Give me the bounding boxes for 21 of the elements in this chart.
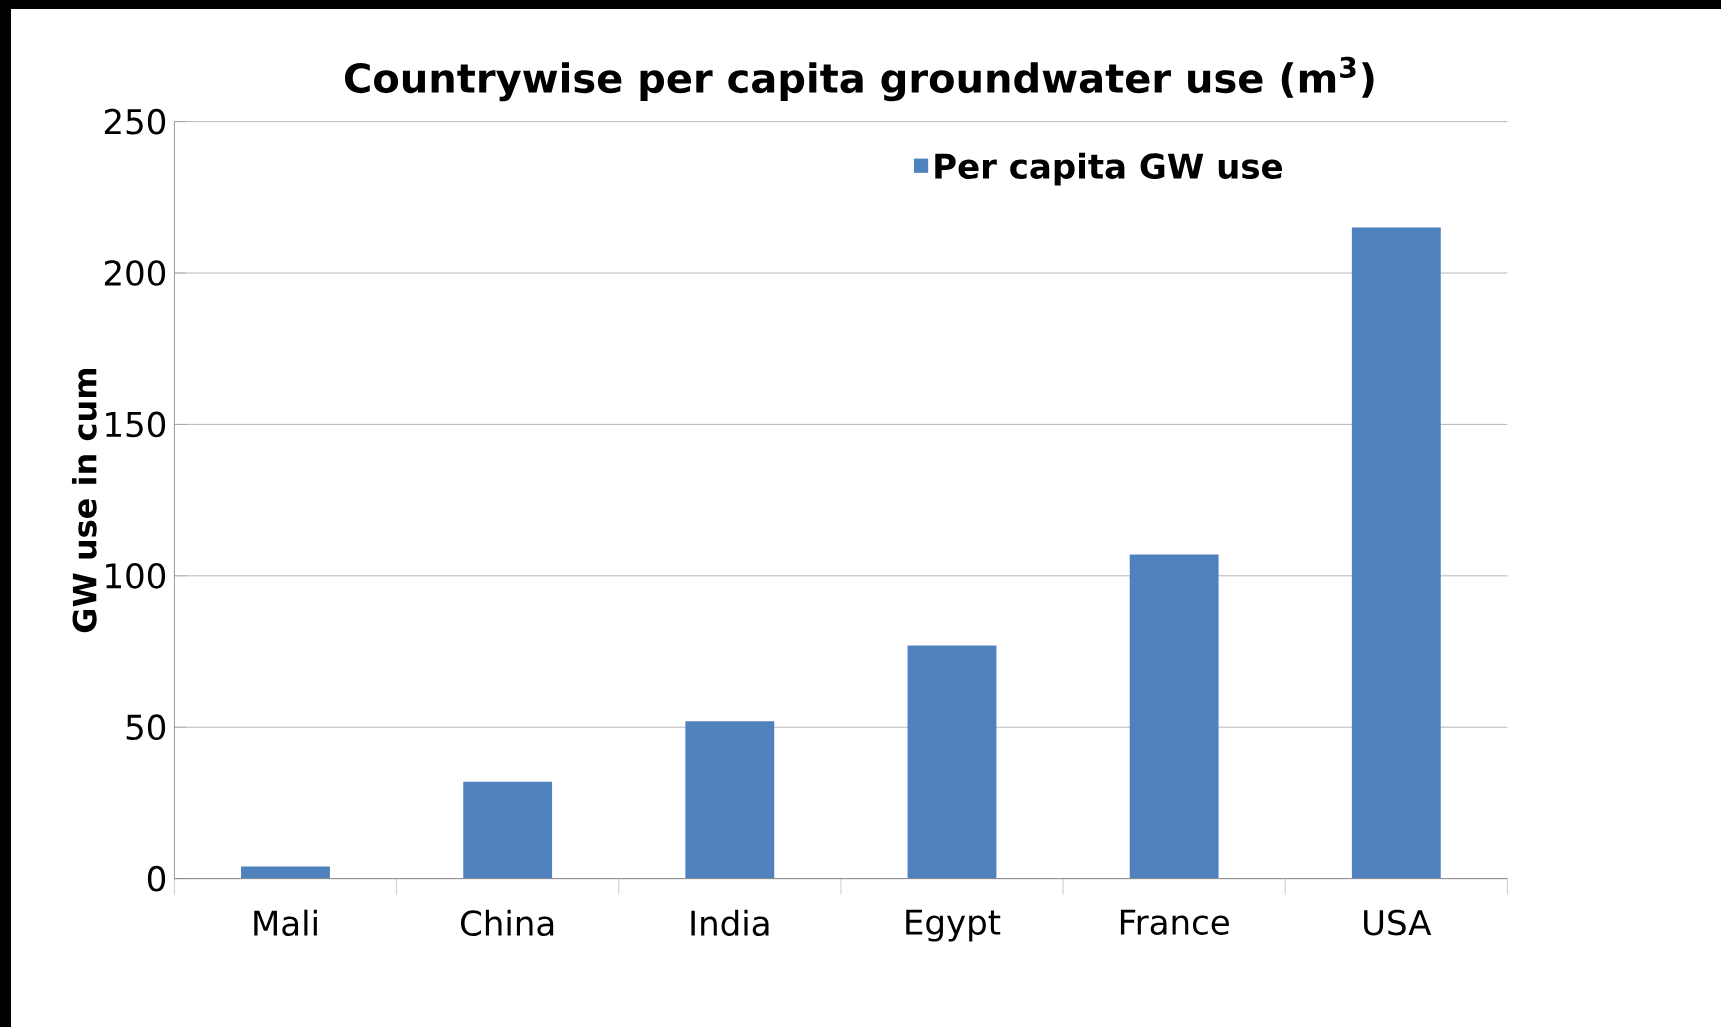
y-tick-label: 250 bbox=[104, 108, 166, 135]
x-tick-label: India bbox=[691, 909, 769, 936]
bar bbox=[241, 866, 330, 879]
legend-label: Per capita GW use bbox=[935, 152, 1282, 186]
x-tick-label: USA bbox=[1364, 909, 1432, 936]
bar bbox=[1351, 227, 1441, 879]
bar bbox=[1129, 554, 1219, 879]
bar bbox=[685, 721, 775, 879]
y-tick-label: 200 bbox=[104, 260, 166, 286]
y-tick-label: 100 bbox=[106, 562, 166, 589]
y-tick-label: 50 bbox=[126, 714, 166, 741]
x-tick-label: China bbox=[461, 909, 554, 936]
y-axis-title: GW use in cum bbox=[71, 368, 97, 633]
x-tick-label: France bbox=[1120, 909, 1229, 935]
chart-title: Countrywise per capita groundwater use (m$^{3}$) bbox=[344, 56, 1374, 102]
bar bbox=[463, 781, 553, 879]
x-tick-label: Mali bbox=[254, 909, 317, 936]
x-tick-label: Egypt bbox=[906, 909, 1001, 942]
y-tick-label: 0 bbox=[147, 865, 166, 892]
bar bbox=[907, 645, 997, 879]
y-tick-label: 150 bbox=[106, 411, 166, 438]
